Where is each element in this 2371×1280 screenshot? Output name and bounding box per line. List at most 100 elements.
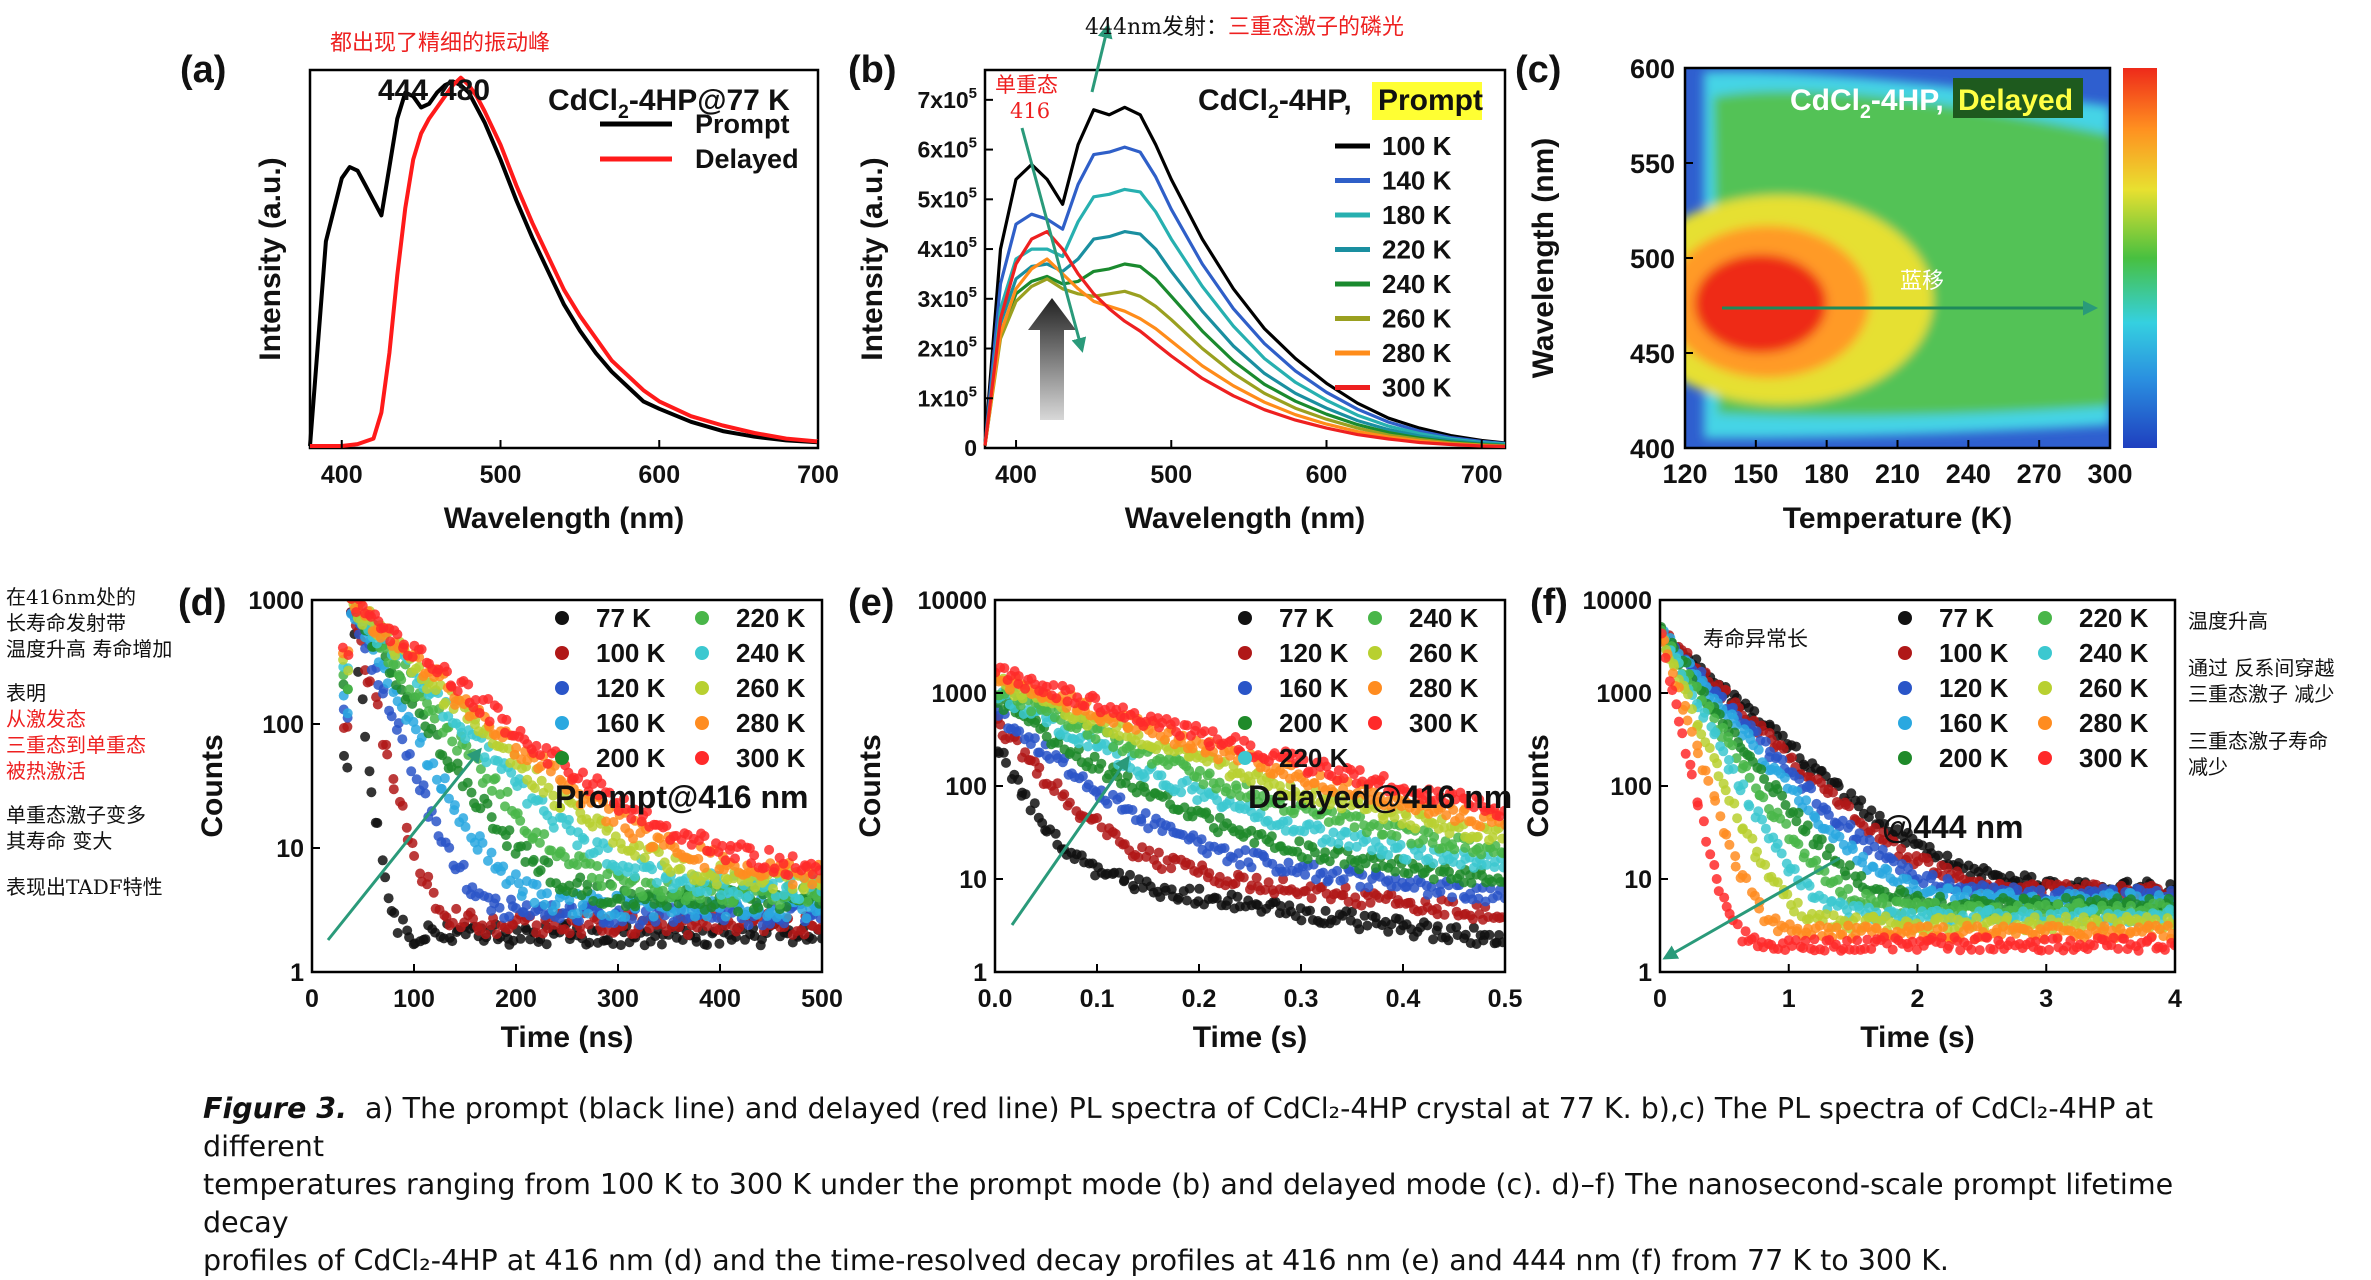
data-point <box>458 813 469 824</box>
data-point <box>1792 897 1803 908</box>
x-tick-label: 700 <box>1461 461 1503 489</box>
data-point <box>702 940 712 950</box>
data-point <box>539 899 550 910</box>
data-point <box>1699 707 1710 718</box>
data-point <box>1498 862 1505 873</box>
data-point <box>1495 885 1505 895</box>
legend-swatch <box>695 611 709 625</box>
data-point <box>1731 753 1742 764</box>
data-point <box>1692 748 1703 759</box>
legend-label: 160 K <box>596 708 666 738</box>
data-point <box>1778 743 1789 754</box>
legend-label: 240 K <box>2079 638 2149 668</box>
data-point <box>452 686 463 697</box>
data-point <box>504 911 515 922</box>
legend-label: 77 K <box>596 603 651 633</box>
data-point <box>1712 758 1723 769</box>
legend-swatch <box>1898 646 1912 660</box>
data-point <box>397 734 408 745</box>
data-point <box>1844 860 1855 871</box>
data-point <box>411 774 422 785</box>
data-point <box>462 777 473 788</box>
data-point <box>1321 761 1332 772</box>
heatmap-peak <box>1694 254 1827 353</box>
data-point <box>1760 736 1771 747</box>
data-point <box>1819 945 1830 956</box>
x-tick-label: 400 <box>995 461 1037 489</box>
legend-swatch <box>1368 681 1382 695</box>
data-point <box>1187 743 1198 754</box>
data-point <box>382 749 393 760</box>
data-point <box>481 757 492 768</box>
data-point <box>398 914 408 925</box>
data-point <box>743 891 754 901</box>
data-point <box>1753 806 1764 817</box>
data-point <box>447 917 458 928</box>
data-point <box>661 820 672 831</box>
data-point <box>543 857 554 868</box>
y-tick-label: 6x105 <box>917 135 977 163</box>
data-point <box>1059 789 1070 800</box>
data-point <box>1700 765 1711 776</box>
heatmap-intensity <box>1685 71 2110 439</box>
data-point <box>401 822 412 833</box>
data-point <box>1020 747 1031 758</box>
data-point <box>548 822 559 833</box>
data-point <box>2108 932 2119 943</box>
data-point <box>1844 801 1855 812</box>
data-point <box>535 865 546 876</box>
data-point <box>1971 913 1982 923</box>
data-point <box>1729 798 1740 809</box>
data-point <box>477 837 488 848</box>
data-point <box>492 702 503 713</box>
data-point <box>1169 717 1180 728</box>
data-point <box>1680 748 1691 759</box>
data-point <box>1791 816 1802 827</box>
data-point <box>366 787 377 798</box>
data-point <box>621 886 632 897</box>
data-point <box>1866 805 1877 816</box>
data-point <box>1814 920 1825 931</box>
data-point <box>1791 741 1802 752</box>
data-point <box>535 750 546 761</box>
data-point <box>486 812 497 823</box>
data-point <box>781 912 792 923</box>
data-point <box>1077 771 1088 782</box>
data-point <box>1449 844 1460 855</box>
data-point <box>2113 943 2124 954</box>
data-point <box>1428 858 1439 869</box>
y-tick-label: 10 <box>959 866 987 894</box>
data-point <box>582 886 593 897</box>
y-tick-label: 1000 <box>248 587 304 615</box>
data-point <box>1821 909 1831 920</box>
data-point <box>637 891 648 902</box>
data-point <box>672 913 683 924</box>
data-point <box>1338 874 1349 885</box>
data-point <box>801 913 812 924</box>
data-point <box>2164 904 2175 915</box>
data-point <box>1497 833 1505 844</box>
data-point <box>1401 810 1412 821</box>
data-point <box>1365 794 1376 805</box>
data-point <box>1484 929 1495 940</box>
data-point <box>404 749 415 759</box>
data-point <box>1332 865 1343 876</box>
legend-swatch <box>1238 646 1252 660</box>
data-point <box>381 739 392 750</box>
data-point <box>2044 944 2054 955</box>
data-point <box>1267 858 1278 869</box>
data-point <box>431 774 442 785</box>
right-note-0: 温度升高 <box>2188 609 2268 633</box>
data-point <box>1889 836 1899 847</box>
data-point <box>1907 936 1918 947</box>
data-point <box>428 887 439 898</box>
x-tick-label: 0 <box>1653 985 1667 1013</box>
caption-line-1: Figure 3. a) The prompt (black line) and… <box>203 1090 2203 1166</box>
data-point <box>382 678 393 689</box>
data-point <box>1435 886 1446 897</box>
decay-points <box>1660 622 2175 956</box>
data-point <box>474 708 485 718</box>
data-point <box>2167 928 2175 939</box>
data-point <box>1213 754 1224 765</box>
